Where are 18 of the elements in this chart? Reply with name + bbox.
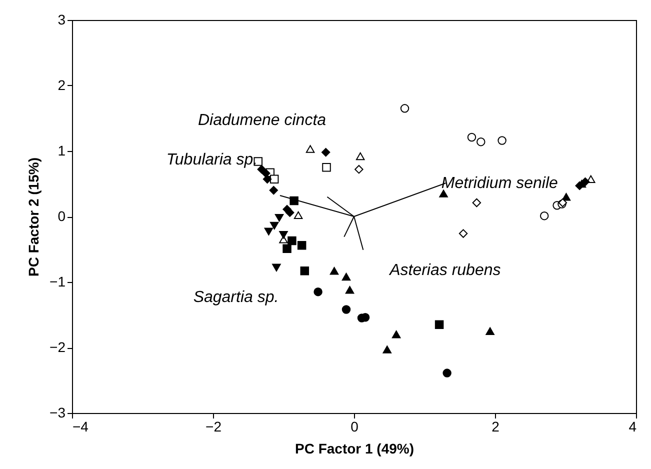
annotation: Metridium senile — [441, 175, 558, 192]
annotation: Sagartia sp. — [193, 289, 279, 306]
y-tick-label: −1 — [50, 274, 66, 290]
x-axis-title: PC Factor 1 (49%) — [294, 440, 414, 456]
x-tick-label: −4 — [72, 418, 89, 434]
x-tick-label: −2 — [206, 418, 222, 434]
x-tick-label: 2 — [492, 418, 500, 434]
annotation: Diadumene cincta — [198, 112, 326, 129]
annotation: Asterias rubens — [388, 262, 501, 279]
y-tick-label: −2 — [50, 339, 66, 355]
y-tick-label: 1 — [58, 142, 66, 158]
y-tick-label: 2 — [58, 77, 66, 93]
y-tick-label: −3 — [50, 404, 66, 420]
y-tick-label: 3 — [58, 12, 66, 28]
y-axis-title: PC Factor 2 (15%) — [26, 157, 42, 277]
y-tick-label: 0 — [58, 208, 66, 224]
x-tick-label: 0 — [350, 418, 359, 434]
x-tick-label: 4 — [628, 418, 637, 434]
